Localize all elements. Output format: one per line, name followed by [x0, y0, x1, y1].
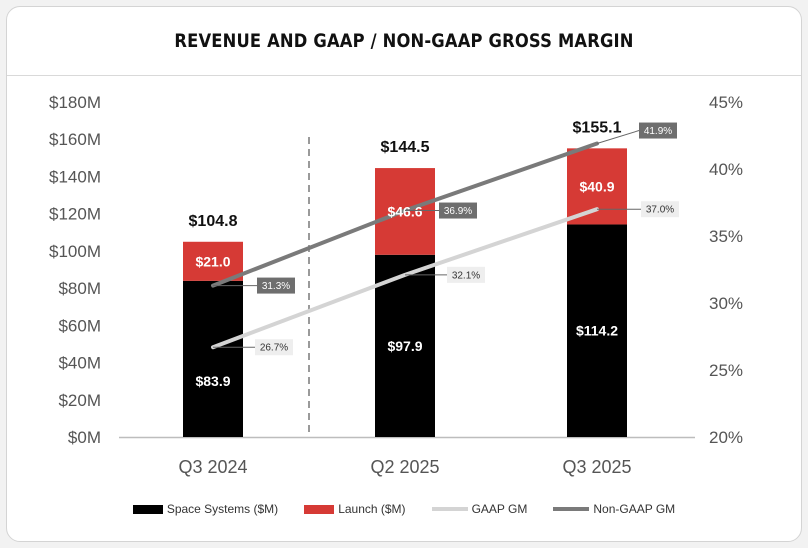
y-tick-label-left: $40M: [58, 354, 101, 373]
legend-item-launch: Launch ($M): [304, 502, 406, 516]
y-tick-label-right: 40%: [709, 160, 743, 179]
y-tick-label-left: $100M: [49, 242, 101, 261]
bar-launch: [183, 241, 243, 281]
labels-group: $83.9 $21.0 $104.8 $97.9 $46.6 $144.5 $114.2 $4…: [189, 119, 679, 389]
data-label-gaap-gm: 37.0%: [646, 205, 674, 216]
y-tick-label-left: $140M: [49, 167, 101, 186]
y-tick-label-left: $60M: [58, 316, 101, 335]
data-label-total: $144.5: [381, 139, 430, 156]
bar-space-systems: [183, 280, 243, 437]
y-tick-label-left: $80M: [58, 279, 101, 298]
callout-box-gaap: [641, 201, 679, 218]
callout-box-non-gaap: [257, 277, 295, 294]
y-tick-label-right: 30%: [709, 294, 743, 313]
title-bar: REVENUE AND GAAP / NON-GAAP GROSS MARGIN: [7, 7, 801, 76]
data-label-space-systems: $97.9: [387, 338, 422, 354]
data-label-launch: $21.0: [195, 253, 230, 269]
y-tick-label-left: $120M: [49, 205, 101, 224]
y-tick-label-right: 25%: [709, 361, 743, 380]
y-tick-label-left: $160M: [49, 130, 101, 149]
data-label-gaap-gm: 26.7%: [260, 343, 288, 354]
legend-swatch-non-gaap-gm: [553, 507, 590, 511]
legend-swatch-space-systems: [132, 504, 163, 514]
legend-label-non-gaap-gm: Non-GAAP GM: [593, 502, 676, 516]
x-tick-label: Q2 2025: [370, 457, 439, 477]
y-tick-label-right: 35%: [709, 227, 743, 246]
callout-leader: [596, 130, 640, 145]
data-label-space-systems: $83.9: [195, 373, 230, 389]
x-tick-label: Q3 2024: [178, 457, 247, 477]
legend-swatch-gaap-gm: [431, 507, 468, 511]
callout-box-non-gaap: [439, 202, 477, 219]
y-tick-label-left: $0M: [68, 428, 101, 447]
callout-box-gaap: [447, 266, 485, 283]
x-axis-categories: Q3 2024 Q2 2025 Q3 2025: [178, 457, 631, 477]
legend-label-gaap-gm: GAAP GM: [471, 502, 528, 516]
data-label-launch: $40.9: [579, 178, 614, 194]
data-label-gaap-gm: 32.1%: [452, 270, 480, 281]
legend-item-non-gaap-gm: Non-GAAP GM: [553, 502, 675, 516]
y-tick-label-left: $20M: [58, 391, 101, 410]
data-label-non-gaap-gm: 41.9%: [644, 126, 672, 137]
y-axis-left: $0M $20M $40M $60M $80M $100M $120M $140M $160M $…: [49, 93, 101, 447]
legend: Space Systems ($M) Launch ($M) GAAP GM N…: [7, 497, 801, 521]
chart-plot: $0M $20M $40M $60M $80M $100M $120M $140M $160M $…: [49, 93, 743, 477]
legend-swatch-launch: [304, 504, 335, 514]
y-axis-right: 20% 25% 30% 35% 40% 45%: [709, 93, 743, 447]
chart-card: REVENUE AND GAAP / NON-GAAP GROSS MARGIN…: [6, 6, 802, 542]
bars-group: [183, 148, 627, 437]
data-label-non-gaap-gm: 36.9%: [444, 206, 472, 217]
bar-space-systems: [375, 254, 435, 437]
y-tick-label-right: 45%: [709, 93, 743, 112]
data-label-total: $104.8: [189, 213, 238, 230]
y-tick-label-left: $180M: [49, 93, 101, 112]
bar-launch: [567, 148, 627, 225]
data-label-non-gaap-gm: 31.3%: [262, 281, 290, 292]
legend-item-space-systems: Space Systems ($M): [132, 502, 279, 516]
callout-box-non-gaap: [639, 122, 677, 139]
data-label-total: $155.1: [573, 119, 622, 136]
x-tick-label: Q3 2025: [562, 457, 631, 477]
chart-title: REVENUE AND GAAP / NON-GAAP GROSS MARGIN: [174, 30, 634, 52]
data-label-space-systems: $114.2: [576, 323, 618, 339]
legend-label-launch: Launch ($M): [338, 502, 406, 516]
legend-label-space-systems: Space Systems ($M): [166, 502, 279, 516]
y-tick-label-right: 20%: [709, 428, 743, 447]
data-label-launch: $46.6: [387, 203, 422, 219]
bar-space-systems: [567, 224, 627, 437]
callout-box-gaap: [255, 339, 293, 356]
legend-item-gaap-gm: GAAP GM: [431, 502, 528, 516]
